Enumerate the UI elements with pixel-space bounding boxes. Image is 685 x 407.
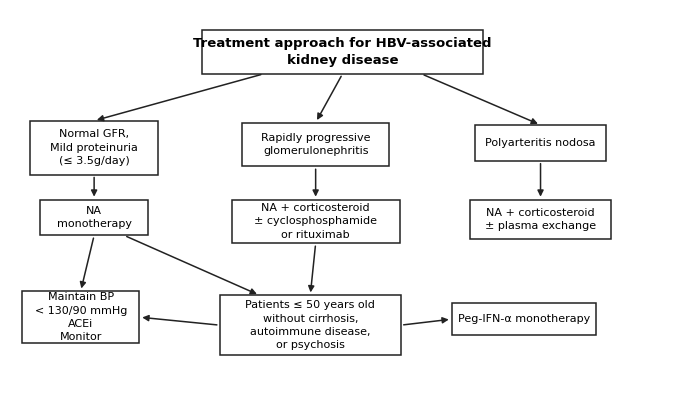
FancyBboxPatch shape: [242, 123, 390, 166]
FancyBboxPatch shape: [451, 303, 596, 335]
FancyBboxPatch shape: [22, 291, 140, 343]
FancyBboxPatch shape: [470, 199, 611, 239]
Text: NA + corticosteroid
± plasma exchange: NA + corticosteroid ± plasma exchange: [485, 208, 596, 231]
Text: Rapidly progressive
glomerulonephritis: Rapidly progressive glomerulonephritis: [261, 133, 371, 156]
Text: Patients ≤ 50 years old
without cirrhosis,
autoimmune disease,
or psychosis: Patients ≤ 50 years old without cirrhosi…: [245, 300, 375, 350]
Text: Treatment approach for HBV-associated
kidney disease: Treatment approach for HBV-associated ki…: [193, 37, 492, 67]
Text: NA
monotherapy: NA monotherapy: [57, 206, 132, 229]
FancyBboxPatch shape: [40, 199, 148, 235]
Text: Polyarteritis nodosa: Polyarteritis nodosa: [485, 138, 596, 148]
Text: Peg-IFN-α monotherapy: Peg-IFN-α monotherapy: [458, 314, 590, 324]
FancyBboxPatch shape: [201, 30, 484, 74]
FancyBboxPatch shape: [220, 295, 401, 355]
Text: Normal GFR,
Mild proteinuria
(≤ 3.5g/day): Normal GFR, Mild proteinuria (≤ 3.5g/day…: [50, 129, 138, 166]
Text: Maintain BP
< 130/90 mmHg
ACEi
Monitor: Maintain BP < 130/90 mmHg ACEi Monitor: [34, 292, 127, 342]
FancyBboxPatch shape: [475, 125, 606, 161]
FancyBboxPatch shape: [30, 121, 158, 175]
FancyBboxPatch shape: [232, 199, 399, 243]
Text: NA + corticosteroid
± cyclosphosphamide
or rituximab: NA + corticosteroid ± cyclosphosphamide …: [254, 203, 377, 240]
